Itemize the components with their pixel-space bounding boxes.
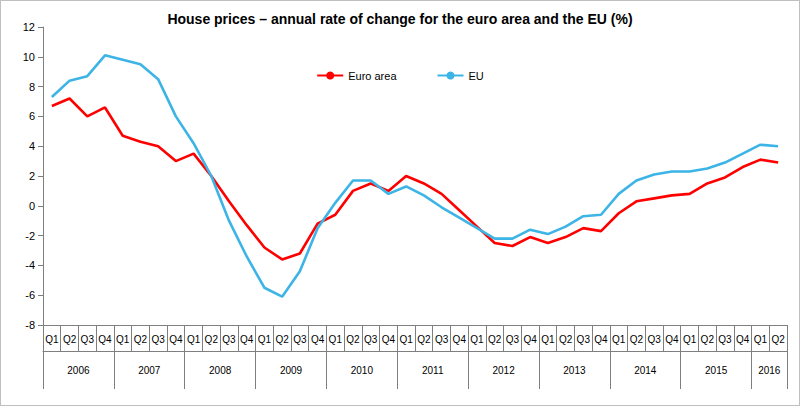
svg-text:Q3: Q3	[364, 334, 378, 345]
svg-text:Q4: Q4	[382, 334, 396, 345]
svg-text:2009: 2009	[280, 365, 303, 376]
svg-text:2007: 2007	[138, 365, 161, 376]
svg-text:Q1: Q1	[258, 334, 272, 345]
svg-text:Q1: Q1	[45, 334, 59, 345]
svg-text:Q1: Q1	[754, 334, 768, 345]
svg-text:House prices – annual rate of: House prices – annual rate of change for…	[167, 11, 632, 27]
svg-text:Q1: Q1	[329, 334, 343, 345]
svg-text:2: 2	[29, 170, 35, 182]
svg-text:2008: 2008	[209, 365, 232, 376]
svg-text:Q2: Q2	[630, 334, 644, 345]
svg-text:-4: -4	[25, 259, 35, 271]
svg-text:Q1: Q1	[116, 334, 130, 345]
svg-text:Q2: Q2	[134, 334, 148, 345]
svg-text:EU: EU	[469, 70, 484, 82]
svg-text:Q1: Q1	[470, 334, 484, 345]
svg-text:Q3: Q3	[718, 334, 732, 345]
svg-text:Q4: Q4	[523, 334, 537, 345]
svg-text:Q2: Q2	[346, 334, 360, 345]
svg-text:Q2: Q2	[559, 334, 573, 345]
svg-text:8: 8	[29, 81, 35, 93]
svg-text:Q4: Q4	[736, 334, 750, 345]
svg-text:Q1: Q1	[612, 334, 626, 345]
svg-text:Q4: Q4	[98, 334, 112, 345]
svg-text:Q4: Q4	[169, 334, 183, 345]
svg-text:12: 12	[23, 21, 35, 33]
svg-text:10: 10	[23, 51, 35, 63]
svg-text:Q1: Q1	[541, 334, 555, 345]
svg-text:Q2: Q2	[417, 334, 431, 345]
svg-text:Q4: Q4	[311, 334, 325, 345]
svg-text:Q2: Q2	[701, 334, 715, 345]
svg-text:Q1: Q1	[399, 334, 413, 345]
svg-text:2012: 2012	[492, 365, 515, 376]
svg-text:4: 4	[29, 140, 35, 152]
svg-text:6: 6	[29, 110, 35, 122]
svg-text:Q3: Q3	[577, 334, 591, 345]
svg-text:Q2: Q2	[488, 334, 502, 345]
svg-text:Q4: Q4	[665, 334, 679, 345]
svg-text:2006: 2006	[67, 365, 90, 376]
svg-text:Q3: Q3	[293, 334, 307, 345]
svg-text:Q2: Q2	[275, 334, 289, 345]
svg-text:Euro area: Euro area	[348, 70, 397, 82]
svg-text:2014: 2014	[634, 365, 657, 376]
svg-text:Q1: Q1	[683, 334, 697, 345]
svg-text:Q4: Q4	[594, 334, 608, 345]
svg-text:Q3: Q3	[647, 334, 661, 345]
svg-text:Q3: Q3	[506, 334, 520, 345]
svg-text:0: 0	[29, 200, 35, 212]
svg-text:Q4: Q4	[240, 334, 254, 345]
svg-text:Q2: Q2	[771, 334, 785, 345]
svg-text:-6: -6	[25, 289, 35, 301]
svg-text:Q4: Q4	[453, 334, 467, 345]
svg-text:Q1: Q1	[187, 334, 201, 345]
svg-text:Q3: Q3	[222, 334, 236, 345]
svg-text:2015: 2015	[705, 365, 728, 376]
svg-text:2011: 2011	[422, 365, 444, 376]
svg-text:Q3: Q3	[81, 334, 95, 345]
svg-text:2016: 2016	[758, 365, 781, 376]
svg-text:Q3: Q3	[435, 334, 449, 345]
svg-text:-2: -2	[25, 230, 35, 242]
svg-text:-8: -8	[25, 319, 35, 331]
svg-text:Q3: Q3	[151, 334, 165, 345]
svg-text:Q2: Q2	[205, 334, 219, 345]
svg-text:2010: 2010	[351, 365, 374, 376]
svg-text:2013: 2013	[563, 365, 586, 376]
svg-text:Q2: Q2	[63, 334, 77, 345]
